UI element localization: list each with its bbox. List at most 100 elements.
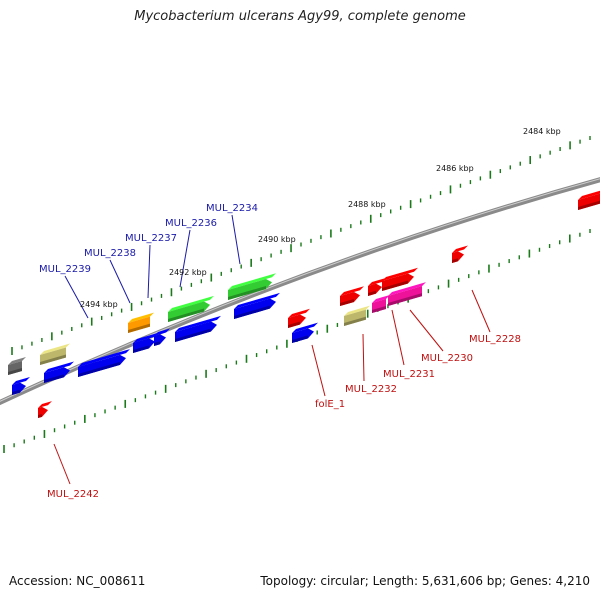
gene-label-mul-2228[interactable]: MUL_2228 [469,334,521,345]
gene-feature-top [38,401,52,408]
gene-feature-shadow [340,298,354,306]
gene-feature[interactable] [44,361,74,383]
scale-label-2494: 2494 kbp [80,300,118,309]
gene-feature-shadow [292,335,308,343]
gene-feature-top [44,361,74,373]
gene-feature[interactable] [175,315,221,342]
gene-feature[interactable] [133,332,159,353]
gene-feature[interactable] [78,349,130,377]
gene-feature-top [382,267,418,281]
genome-summary-text: Topology: circular; Length: 5,631,606 bp… [260,574,590,588]
scale-label-2484: 2484 kbp [523,127,561,136]
label-leader-line [471,289,491,333]
gene-feature[interactable] [388,282,426,306]
gene-feature-shadow [40,354,66,365]
genome-backbone [0,177,600,406]
gene-feature-shadow [578,200,600,210]
gene-feature[interactable] [344,305,370,326]
gene-feature[interactable] [292,322,318,343]
gene-feature[interactable] [288,308,310,328]
scale-label-2492: 2492 kbp [169,268,207,277]
gene-feature-shadow [372,305,386,313]
gene-feature-shadow [452,258,458,263]
gene-feature-top [154,328,170,336]
gene-feature-top [368,277,386,286]
gene-label-mul-2237[interactable]: MUL_2237 [125,233,177,244]
gene-feature[interactable] [228,273,276,300]
gene-feature-top [168,295,214,312]
gene-feature-shadow [368,290,376,296]
gene-label-mul-2236[interactable]: MUL_2236 [165,218,217,229]
gene-feature-shadow [38,413,42,418]
gene-label-mul-2231[interactable]: MUL_2231 [383,369,435,380]
gene-feature[interactable] [154,328,170,346]
tick-marks [3,136,591,453]
gene-label-mul-2232[interactable]: MUL_2232 [345,384,397,395]
gene-feature[interactable] [8,356,26,375]
gene-feature[interactable] [372,294,390,313]
gene-feature-top [288,308,310,318]
gene-feature-top [344,305,370,316]
gene-feature-top [292,322,318,333]
gene-feature-top [8,356,26,365]
scale-label-2490: 2490 kbp [258,235,296,244]
gene-feature-shadow [382,280,408,291]
gene-feature-shadow [78,361,120,377]
label-leader-line [231,214,241,265]
gene-label-mul-2238[interactable]: MUL_2238 [84,248,136,259]
gene-label-mul-2230[interactable]: MUL_2230 [421,353,473,364]
label-leader-line [53,443,71,485]
gene-label-mul-2242[interactable]: MUL_2242 [47,489,99,500]
gene-feature[interactable] [578,187,600,210]
gene-feature-shadow [175,328,211,342]
gene-feature-top [578,190,600,200]
gene-label-mul-2239[interactable]: MUL_2239 [39,264,91,275]
gene-feature[interactable] [128,312,154,333]
gene-feature-shadow [12,389,20,395]
gene-feature[interactable] [12,376,30,395]
gene-feature[interactable] [168,295,214,322]
label-leader-line [147,244,151,299]
gene-feature[interactable] [40,343,70,365]
gene-feature-shadow [228,285,266,300]
gene-feature-top [128,312,154,323]
gene-feature-top [133,332,159,343]
scale-label-2488: 2488 kbp [348,200,386,209]
label-leader-line [109,259,131,304]
gene-feature-shadow [234,305,270,319]
label-leaders [53,214,491,485]
map-title: Mycobacterium ulcerans Agy99, complete g… [134,9,466,24]
gene-feature[interactable] [340,286,364,306]
gene-feature[interactable] [368,277,386,296]
label-leader-line [391,309,405,366]
genome-backbone-highlight [0,178,600,402]
gene-feature-top [40,343,70,355]
gene-feature[interactable] [452,245,468,263]
gene-feature-shadow [8,367,22,375]
gene-feature[interactable] [234,292,280,319]
label-leader-line [64,275,89,319]
gene-feature[interactable] [38,401,52,418]
gene-feature-shadow [288,321,300,328]
gene-feature-top [234,292,280,309]
gene-label-fole-1[interactable]: folE_1 [315,399,345,410]
label-leader-line [409,309,444,352]
gene-feature-top [12,376,30,385]
label-leader-line [179,229,191,288]
gene-feature-shadow [154,341,160,346]
scale-label-2486: 2486 kbp [436,164,474,173]
gene-feature-top [388,282,426,296]
gene-feature-shadow [388,293,422,306]
gene-feature-top [452,245,468,253]
label-leader-line [362,333,365,382]
label-leader-line [311,344,326,397]
gene-features [8,187,600,418]
gene-feature[interactable] [382,267,418,291]
gene-feature-top [175,315,221,332]
gene-feature-top [228,273,276,290]
gene-label-mul-2234[interactable]: MUL_2234 [206,203,258,214]
gene-feature-shadow [133,345,149,353]
gene-feature-shadow [168,308,204,322]
gene-feature-shadow [128,323,150,333]
